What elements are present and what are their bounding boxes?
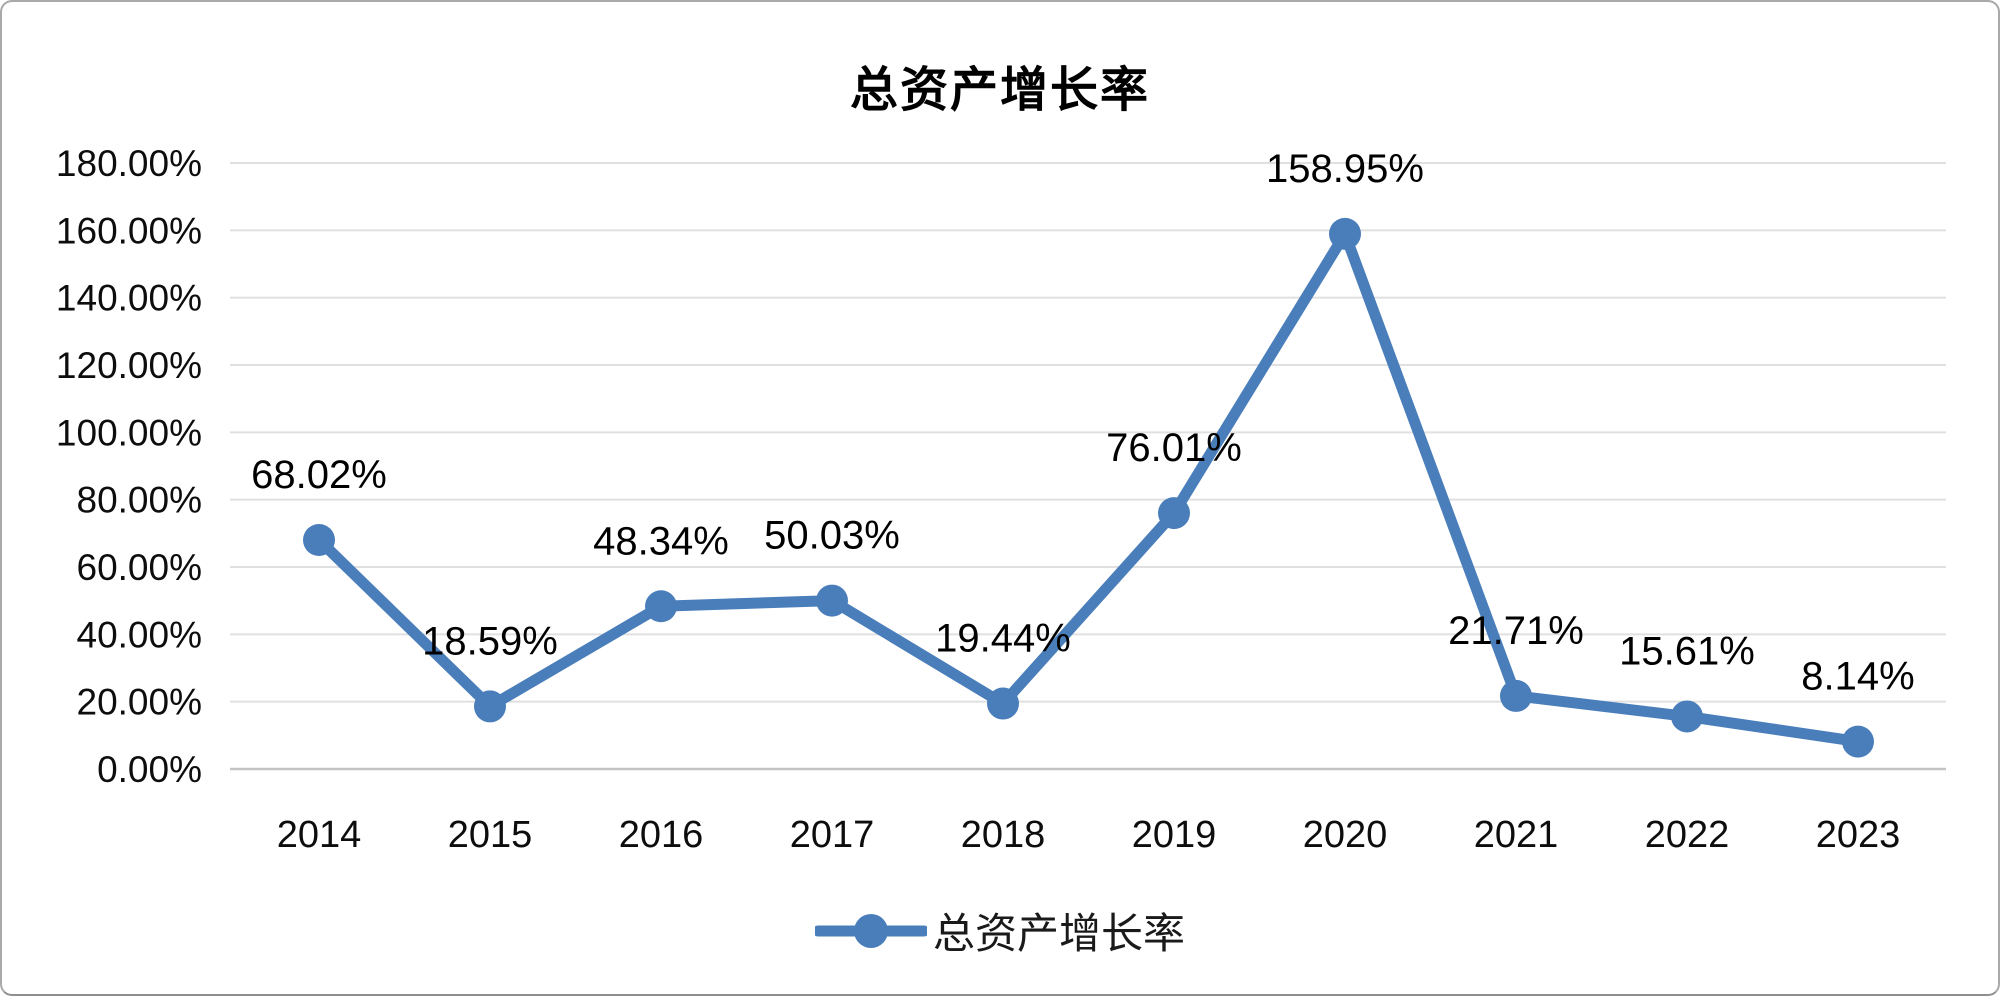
- x-tick-label: 2014: [277, 814, 362, 856]
- x-tick-label: 2020: [1303, 814, 1388, 856]
- data-label: 21.71%: [1448, 609, 1584, 653]
- legend-label: 总资产增长率: [932, 909, 1185, 958]
- y-tick-label: 160.00%: [56, 210, 202, 251]
- legend: 总资产增长率: [2, 900, 1998, 961]
- x-tick-label: 2022: [1645, 814, 1730, 856]
- y-tick-label: 120.00%: [56, 345, 202, 386]
- series-polyline: [313, 228, 1864, 748]
- data-point-marker: [816, 584, 848, 617]
- data-point-marker: [987, 687, 1019, 720]
- data-point-marker: [474, 690, 506, 723]
- data-point-marker: [303, 523, 335, 556]
- x-tick-label: 2021: [1474, 814, 1559, 856]
- data-point-marker: [1158, 497, 1190, 530]
- y-tick-label: 60.00%: [77, 547, 203, 588]
- data-label: 8.14%: [1801, 655, 1914, 699]
- x-tick-label: 2016: [619, 814, 704, 856]
- x-tick-label: 2023: [1816, 814, 1901, 856]
- y-tick-label: 80.00%: [77, 480, 203, 521]
- data-label: 50.03%: [764, 514, 900, 558]
- y-tick-label: 40.00%: [77, 614, 203, 655]
- series-line-group: [303, 217, 1874, 758]
- data-label: 18.59%: [422, 619, 558, 663]
- data-point-marker: [1671, 700, 1703, 733]
- data-label: 158.95%: [1266, 147, 1424, 191]
- data-point-marker: [1329, 217, 1361, 250]
- x-tick-label: 2019: [1132, 814, 1217, 856]
- x-tick-label: 2018: [961, 814, 1046, 856]
- x-axis-tick-labels: 2014 2015 2016 2017 2018 2019 2020 2021 2022 2023: [277, 814, 1901, 856]
- x-tick-label: 2015: [448, 814, 533, 856]
- data-label: 19.44%: [935, 617, 1071, 661]
- y-tick-label: 100.00%: [56, 412, 202, 453]
- data-label: 68.02%: [251, 453, 387, 497]
- gridlines: [230, 162, 1946, 771]
- y-tick-label: 0.00%: [97, 749, 202, 790]
- legend-line-marker-icon: [814, 913, 927, 948]
- data-point-marker: [1842, 725, 1874, 758]
- data-label: 15.61%: [1619, 629, 1755, 673]
- y-axis-tick-labels: 0.00% 20.00% 40.00% 60.00% 80.00% 100.00% 120.…: [56, 143, 202, 790]
- data-point-marker: [1500, 679, 1532, 712]
- data-label: 48.34%: [593, 519, 729, 563]
- y-tick-label: 180.00%: [56, 143, 202, 184]
- data-labels: 68.02% 18.59% 48.34% 50.03% 19.44% 76.01% 158.…: [251, 147, 1915, 699]
- y-tick-label: 140.00%: [56, 278, 202, 319]
- data-label: 76.01%: [1106, 426, 1242, 470]
- x-tick-label: 2017: [790, 814, 875, 856]
- data-point-marker: [645, 590, 677, 623]
- chart-title: 总资产增长率: [849, 62, 1150, 118]
- y-tick-label: 20.00%: [77, 682, 203, 723]
